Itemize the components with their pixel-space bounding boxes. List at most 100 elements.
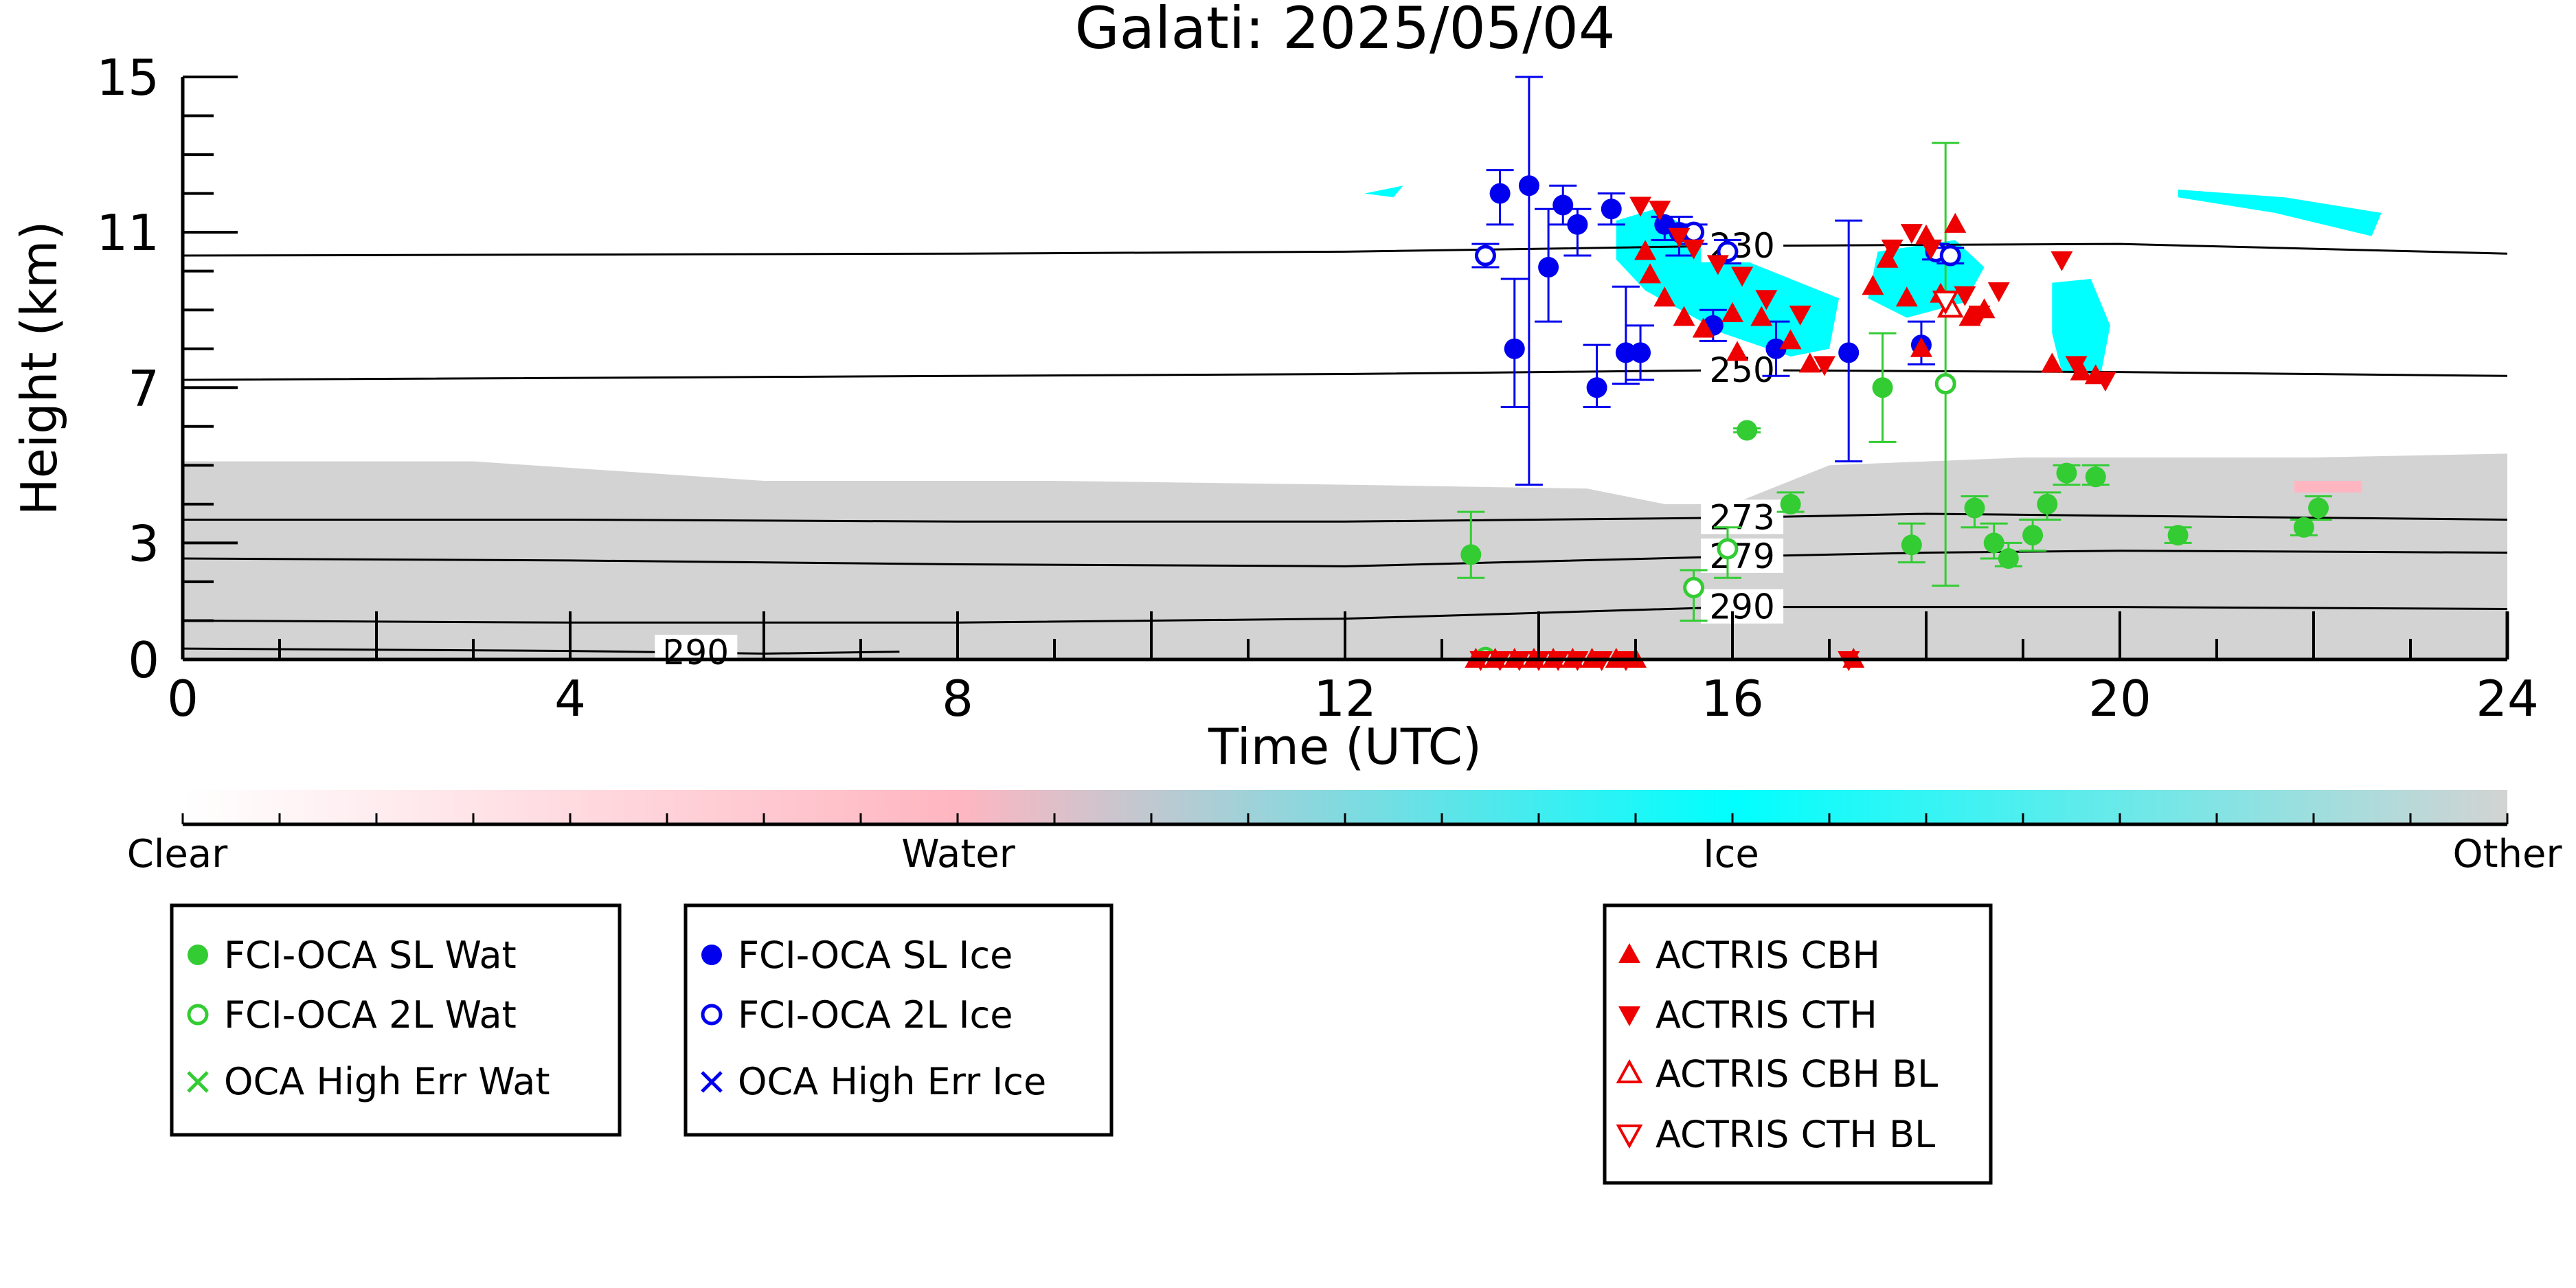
legend-marker [701,1071,723,1093]
legend-label: ACTRIS CBH BL [1656,1052,1938,1096]
legend-marker [1616,1125,1643,1149]
point-actris-cth [1881,239,1903,260]
isotherm-label-bg [1701,538,1784,573]
point-actris-cbh [1673,306,1695,326]
legend-symbol [1618,943,1640,963]
point-fci-oca-sl-wat [2056,462,2077,484]
legend-symbol [187,1004,209,1026]
point-fci-oca-sl-wat [2022,525,2044,546]
point-fci-oca-2l-ice [1939,245,1961,267]
legend-symbol [701,1004,723,1026]
point-fci-oca-sl-ice [1838,342,1860,363]
point-actris-cbh [1653,286,1676,307]
colorbar-label-water: Water [901,832,1016,877]
cloud-region-ice [1364,185,1403,198]
point-actris-cth [1668,227,1691,248]
point-fci-oca-sl-wat [1964,497,1985,519]
legend-label: FCI-OCA 2L Wat [224,993,517,1037]
x-tick-label: 4 [554,670,586,727]
point-actris-cbh [2070,360,2092,381]
point-actris-cth [1731,267,1754,287]
legend-symbol [187,1071,209,1093]
point-actris-cth-bl [1932,291,1959,315]
colorbar-label-ice: Ice [1703,832,1759,877]
isotherm-line [183,550,2507,567]
data-markers [1457,76,2333,671]
point-fci-oca-sl-ice [1615,342,1636,363]
point-fci-oca-sl-ice [1765,338,1787,359]
point-actris-cbh [1639,263,1662,284]
legend-label: ACTRIS CTH [1656,993,1877,1037]
point-actris-cbh [1721,302,1743,322]
point-actris-cth [1920,239,1943,260]
isotherm-line [183,242,2507,257]
point-actris-cbh [1634,240,1657,260]
point-fci-oca-2l-ice [1474,245,1496,267]
point-fci-oca-sl-ice [1586,377,1607,398]
legend-label: FCI-OCA SL Ice [738,934,1013,977]
legend-water: FCI-OCA SL Wat FCI-OCA 2L Wat OCA High E… [170,903,622,1137]
point-fci-oca-2l-wat [1717,538,1739,560]
point-fci-oca-sl-wat [1780,493,1801,515]
legend-actris: ACTRIS CBH ACTRIS CTH ACTRIS CBH BL ACTR… [1603,903,1993,1185]
point-fci-oca-sl-wat [1460,544,1482,565]
legend-symbol [701,945,722,965]
point-actris-cbh [1895,286,1918,307]
point-fci-oca-sl-ice [1567,214,1588,235]
x-axis-label: Time (UTC) [1208,718,1482,776]
point-actris-cbh [1779,329,1802,350]
legend-label: OCA High Err Wat [224,1060,550,1103]
point-fci-oca-2l-wat [1683,576,1705,598]
cloud-region-water [2294,480,2362,493]
x-tick-label: 0 [167,670,199,727]
point-actris-cbh [1944,212,1967,233]
legend-ice: FCI-OCA SL Ice FCI-OCA 2L Ice OCA High E… [683,903,1114,1137]
point-fci-oca-sl-wat [2037,493,2058,515]
point-actris-cbh [1862,275,1884,295]
point-fci-oca-sl-wat [1901,534,1922,556]
point-actris-cth [1813,356,1835,376]
point-actris-cth [1954,286,1976,306]
cloud-regions [183,185,2507,659]
point-actris-cth [1649,201,1671,221]
x-tick-label: 16 [1701,670,1764,727]
point-fci-oca-sl-ice [1630,342,1651,363]
point-actris-cth [2050,251,2073,271]
x-tick-label: 8 [942,670,973,727]
legend-marker [1618,943,1640,963]
x-tick-label: 20 [2088,670,2151,727]
point-actris-cbh [1692,317,1715,338]
x-tick-label: 24 [2476,670,2539,727]
legend-marker [1618,1006,1640,1026]
legend-label: ACTRIS CBH [1656,934,1880,977]
point-fci-oca-sl-wat [1998,548,2019,569]
chart-title: Galati: 2025/05/04 [1075,0,1616,62]
legend-symbol [188,945,208,965]
cloud-region-ice [2178,189,2382,236]
isotherm-label: 273 [1709,497,1774,537]
colorbar-label-clear: Clear [127,832,228,877]
colorbar-ticks [181,813,2509,824]
point-fci-oca-sl-wat [2293,517,2314,538]
colorbar-label-other: Other [2452,832,2562,877]
legend-label: FCI-OCA SL Wat [224,934,517,977]
point-actris-cth [1900,224,1923,245]
x-tick-label: 12 [1313,670,1377,727]
legend-marker [188,945,208,965]
isotherm-line [183,369,2507,381]
point-fci-oca-sl-ice [1504,338,1525,359]
point-actris-cth [1755,290,1778,310]
y-tick-label: 7 [128,359,159,417]
point-fci-oca-sl-wat [2167,525,2189,546]
y-tick-label: 11 [96,204,159,262]
point-actris-cth [1629,196,1652,217]
y-tick-label: 15 [96,49,159,106]
point-actris-cth [2065,356,2088,376]
point-fci-oca-sl-ice [1552,194,1574,216]
legend-symbol [1616,1059,1643,1083]
axis-ticks: 0 3 7 11 15 0 4 8 12 16 20 24 [96,49,2538,727]
point-actris-cbh [1750,306,1773,326]
legend-label: OCA High Err Ice [738,1060,1046,1103]
